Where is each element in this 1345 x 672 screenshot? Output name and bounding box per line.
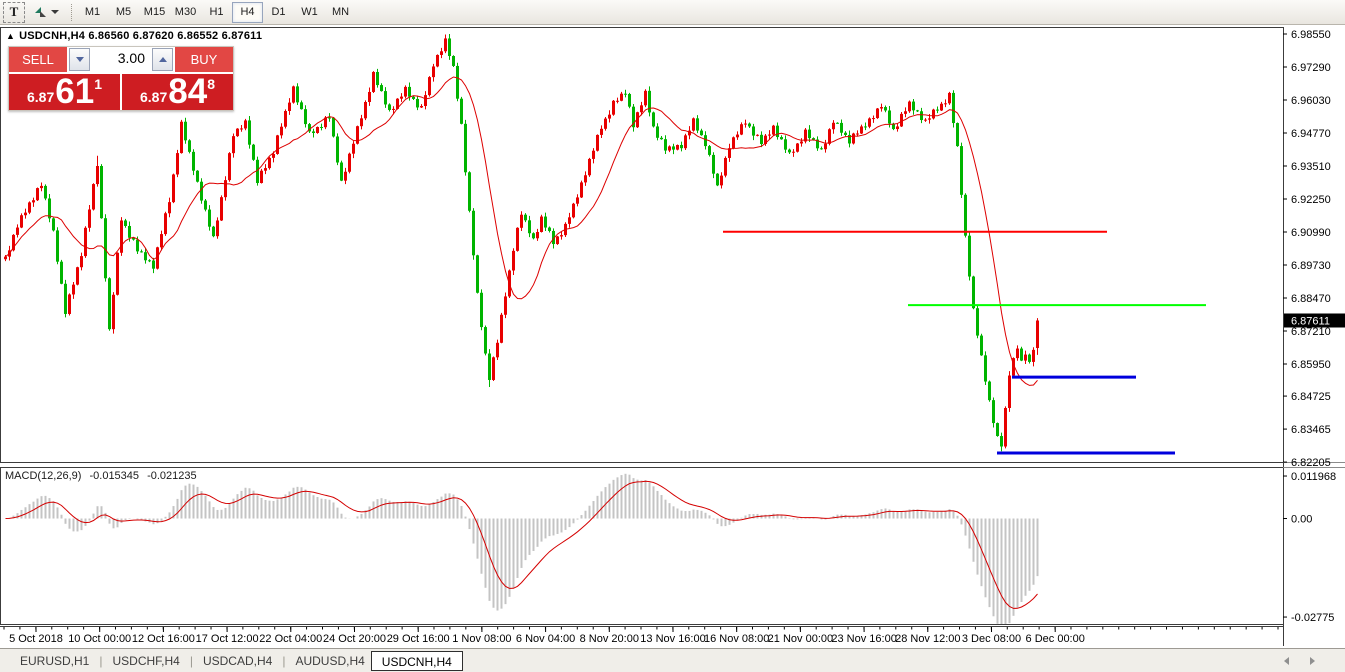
macd-name: MACD(12,26,9) — [5, 470, 82, 482]
svg-text:1 Nov 08:00: 1 Nov 08:00 — [452, 633, 511, 645]
time-axis: 5 Oct 2018 10 Oct 00:00 12 Oct 16:00 17 Oct… — [3, 627, 1279, 645]
dropdown-caret-icon — [51, 10, 59, 14]
svg-text:23 Nov 16:00: 23 Nov 16:00 — [831, 633, 896, 645]
tab-separator: | — [99, 653, 103, 668]
chart-ohlc-readout: 6.86560 6.87620 6.86552 6.87611 — [88, 30, 263, 42]
svg-text:6.82205: 6.82205 — [1291, 457, 1331, 469]
collapse-panel-arrow-icon[interactable]: ▲ — [6, 31, 16, 41]
toolbar: T M1 M5 M15 M30 H1 H4 D1 W1 MN — [0, 0, 1345, 25]
spinner-up-icon — [158, 57, 167, 62]
svg-text:13 Nov 16:00: 13 Nov 16:00 — [640, 633, 705, 645]
chart-canvas[interactable]: 6.98550 6.97290 6.96030 6.94770 6.93510 6.922… — [0, 25, 1345, 647]
svg-text:6.84725: 6.84725 — [1291, 391, 1331, 403]
volume-input[interactable]: 3.00 — [117, 50, 145, 66]
timeframe-h1[interactable]: H1 — [201, 2, 232, 23]
timeframe-m15[interactable]: M15 — [139, 2, 170, 23]
svg-text:6.87210: 6.87210 — [1291, 326, 1331, 338]
trade-panel-price-row: 6.87 61 1 6.87 84 8 — [9, 72, 233, 110]
sell-price-display[interactable]: 6.87 61 1 — [9, 74, 120, 110]
svg-text:6.90990: 6.90990 — [1291, 227, 1331, 239]
svg-text:16 Nov 08:00: 16 Nov 08:00 — [704, 633, 769, 645]
macd-indicator-label: MACD(12,26,9) -0.015345 -0.021235 — [5, 470, 202, 482]
tab-scroll-right-icon[interactable] — [1310, 657, 1315, 665]
buy-price-sup: 8 — [207, 76, 215, 92]
timeframe-h4[interactable]: H4 — [232, 1, 263, 23]
svg-text:-0.02775: -0.02775 — [1291, 612, 1334, 624]
svg-text:6.97290: 6.97290 — [1291, 62, 1331, 74]
tab-usdcad-h4[interactable]: USDCAD,H4 — [202, 653, 273, 668]
svg-text:6 Nov 04:00: 6 Nov 04:00 — [516, 633, 575, 645]
sell-price-sup: 1 — [94, 76, 102, 92]
svg-text:6.96030: 6.96030 — [1291, 95, 1331, 107]
svg-text:29 Oct 16:00: 29 Oct 16:00 — [387, 633, 450, 645]
buy-price-display[interactable]: 6.87 84 8 — [122, 74, 233, 110]
svg-text:6.85950: 6.85950 — [1291, 359, 1331, 371]
macd-main-value: -0.015345 — [89, 470, 140, 482]
one-click-trade-panel: SELL 3.00 BUY 6.87 61 1 6.87 84 8 — [8, 46, 234, 111]
svg-text:6.93510: 6.93510 — [1291, 161, 1331, 173]
tab-separator: | — [189, 653, 193, 668]
macd-histogram — [8, 473, 1039, 624]
volume-control: 3.00 — [67, 47, 175, 72]
volume-decrease-button[interactable] — [69, 48, 90, 71]
moving-average-line[interactable] — [5, 76, 1038, 386]
macd-axis: 0.011968 0.00 -0.02775 — [1283, 471, 1336, 624]
macd-signal-line — [5, 480, 1038, 609]
toolbar-separator — [71, 3, 72, 21]
tab-audusd-h4[interactable]: AUDUSD,H4 — [295, 653, 365, 668]
chart-title: ▲ USDCNH,H4 6.86560 6.87620 6.86552 6.876… — [6, 30, 262, 42]
svg-text:12 Oct 16:00: 12 Oct 16:00 — [132, 633, 195, 645]
text-tool-label: T — [9, 4, 19, 19]
svg-text:6.83465: 6.83465 — [1291, 424, 1331, 436]
svg-text:6.94770: 6.94770 — [1291, 128, 1331, 140]
buy-price-big: 84 — [168, 72, 208, 111]
svg-text:6.98550: 6.98550 — [1291, 29, 1331, 41]
timeframe-d1[interactable]: D1 — [263, 2, 294, 23]
volume-increase-button[interactable] — [152, 48, 173, 71]
svg-text:6.92250: 6.92250 — [1291, 194, 1331, 206]
tab-separator: | — [282, 653, 286, 668]
symbol-arrows-button[interactable] — [28, 2, 64, 23]
trade-panel-top-row: SELL 3.00 BUY — [9, 47, 233, 72]
svg-text:3 Dec 08:00: 3 Dec 08:00 — [962, 633, 1021, 645]
tab-usdcnh-h4-active[interactable]: USDCNH,H4 — [370, 650, 463, 671]
svg-text:8 Nov 20:00: 8 Nov 20:00 — [580, 633, 639, 645]
buy-button[interactable]: BUY — [175, 47, 233, 72]
buy-price-small: 6.87 — [140, 89, 168, 105]
sell-price-small: 6.87 — [27, 89, 55, 105]
svg-text:6.88470: 6.88470 — [1291, 293, 1331, 305]
tab-eurusd-h1[interactable]: EURUSD,H1 — [20, 653, 90, 668]
current-price-tag: 6.87611 — [1284, 313, 1345, 328]
spinner-down-icon — [75, 57, 84, 62]
svg-text:10 Oct 00:00: 10 Oct 00:00 — [68, 633, 131, 645]
timeframe-m5[interactable]: M5 — [108, 2, 139, 23]
svg-text:28 Nov 12:00: 28 Nov 12:00 — [895, 633, 960, 645]
timeframe-w1[interactable]: W1 — [294, 2, 325, 23]
svg-text:6 Dec 00:00: 6 Dec 00:00 — [1026, 633, 1085, 645]
tab-scroll-left-icon[interactable] — [1284, 657, 1289, 665]
svg-text:17 Oct 12:00: 17 Oct 12:00 — [196, 633, 259, 645]
svg-text:6.87611: 6.87611 — [1291, 315, 1330, 327]
svg-text:21 Nov 00:00: 21 Nov 00:00 — [768, 633, 833, 645]
pane-frames — [0, 27, 1345, 646]
svg-text:0.011968: 0.011968 — [1291, 471, 1336, 483]
text-tool-button[interactable]: T — [3, 1, 25, 23]
svg-text:24 Oct 20:00: 24 Oct 20:00 — [323, 633, 386, 645]
sell-button[interactable]: SELL — [9, 47, 67, 72]
svg-text:6.89730: 6.89730 — [1291, 260, 1331, 272]
macd-signal-value: -0.021235 — [147, 470, 197, 482]
sell-price-big: 61 — [55, 72, 95, 111]
svg-text:0.00: 0.00 — [1291, 514, 1312, 526]
chart-tab-bar: EURUSD,H1 | USDCHF,H4 | USDCAD,H4 | AUDU… — [0, 648, 1345, 672]
svg-text:22 Oct 04:00: 22 Oct 04:00 — [259, 633, 322, 645]
chart-symbol-label: USDCNH,H4 — [19, 30, 86, 42]
svg-text:5 Oct 2018: 5 Oct 2018 — [9, 633, 63, 645]
timeframe-m30[interactable]: M30 — [170, 2, 201, 23]
timeframe-mn[interactable]: MN — [325, 2, 356, 23]
price-axis: 6.98550 6.97290 6.96030 6.94770 6.93510 6.922… — [1283, 29, 1331, 469]
swap-arrows-icon — [35, 7, 46, 17]
timeframe-m1[interactable]: M1 — [77, 2, 108, 23]
tab-usdchf-h4[interactable]: USDCHF,H4 — [112, 653, 180, 668]
